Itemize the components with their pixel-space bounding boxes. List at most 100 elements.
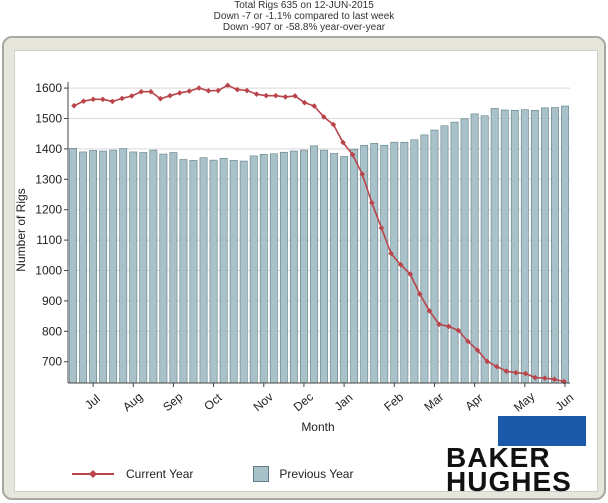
previous-year-bar [159,153,168,384]
chart-header: Total Rigs 635 on 12-JUN-2015 Down -7 or… [0,0,608,33]
y-tick-label: 800 [42,324,62,338]
current-year-point [484,358,490,365]
previous-year-bar [470,113,479,384]
previous-year-bar [189,160,198,384]
logo-mark-icon [498,416,586,446]
y-tick-label: 900 [42,294,62,308]
current-year-point [224,82,231,89]
current-year-point [474,347,481,353]
previous-year-bar [269,153,278,384]
current-year-point [445,323,452,330]
current-year-point [157,95,164,102]
x-tick-label: Mar [421,390,446,414]
previous-year-bar [490,108,499,384]
y-tick-label: 1000 [35,264,62,278]
previous-year-bar [179,159,188,384]
previous-year-bar [249,155,258,384]
previous-year-bar [500,109,509,384]
current-year-point [301,99,308,106]
current-year-point [90,96,97,103]
legend-previous-year-label: Previous Year [279,467,354,481]
current-year-point [522,370,529,377]
header-yearly-change: Down -907 or -58.8% year-over-year [222,22,386,33]
previous-year-bar [440,125,449,384]
current-year-point [263,92,269,99]
current-year-point [397,261,404,268]
previous-year-bar [279,151,288,384]
previous-year-bar [460,118,469,384]
chart-legend: Current Year Previous Year [70,466,353,482]
previous-year-bar [561,105,569,384]
previous-year-bar [139,152,148,384]
x-tick-label: Sep [160,390,186,415]
logo-line-2: HUGHES [446,466,572,497]
x-tick-label: Nov [251,390,276,414]
current-year-line [71,82,567,385]
legend-previous-year-swatch [253,466,270,482]
previous-year-bar [129,151,138,384]
y-axis-title: Number of Rigs [14,188,28,271]
previous-year-bar [370,143,379,384]
legend-current-year-label: Current Year [126,467,194,481]
y-tick-label: 1400 [35,142,62,156]
current-year-point [465,338,471,345]
current-year-point [551,376,558,383]
current-year-point [109,98,116,105]
current-year-point [455,327,462,334]
previous-year-bar [199,157,208,384]
previous-year-bar [320,149,328,384]
previous-year-bar [209,159,218,384]
current-year-point [359,171,366,177]
current-year-point [71,102,77,109]
current-year-point [417,291,423,298]
current-year-point [436,321,442,328]
previous-year-bar [450,121,459,384]
previous-year-bar [289,150,298,384]
previous-year-bar [229,160,238,384]
current-year-point [176,90,183,96]
y-tick-label: 1500 [35,111,62,125]
x-tick-label: Apr [462,391,485,414]
x-tick-label: Dec [291,390,316,414]
current-year-point [330,121,337,128]
previous-year-bar [390,141,399,384]
previous-year-bar [169,152,178,384]
x-tick-label: Aug [120,390,145,414]
current-year-point [100,96,106,103]
x-axis-title: Month [301,420,334,434]
current-year-point [215,87,221,94]
current-year-point [148,88,154,95]
y-tick-label: 1200 [35,203,62,217]
current-year-point [340,139,346,146]
y-tick-label: 1600 [35,81,62,95]
x-tick-label: Jul [82,392,103,413]
current-year-point [138,88,145,95]
previous-year-bar [551,107,559,384]
x-tick-label: May [511,389,537,414]
current-year-point [272,92,279,99]
current-year-point [426,308,433,314]
previous-year-bar [420,134,429,384]
previous-year-bar [239,160,248,384]
previous-year-bar [340,156,349,384]
previous-year-bar [540,107,549,384]
previous-year-bar [259,154,268,384]
current-year-point [388,250,394,257]
previous-year-bar [149,149,158,384]
previous-year-bar [310,145,318,384]
previous-year-bars [69,105,569,384]
current-year-point [80,98,87,104]
logo-wordmark: BAKER HUGHES [446,444,572,497]
previous-year-bar [380,144,389,384]
current-year-point [253,91,260,97]
current-year-point [532,374,538,381]
current-year-point [349,151,356,158]
current-year-point [311,103,317,109]
previous-year-bar [410,139,419,384]
current-year-point [292,93,298,99]
current-year-point [119,95,125,102]
current-year-point [244,87,250,94]
current-year-point [513,369,519,376]
x-tick-label: Feb [381,390,406,414]
